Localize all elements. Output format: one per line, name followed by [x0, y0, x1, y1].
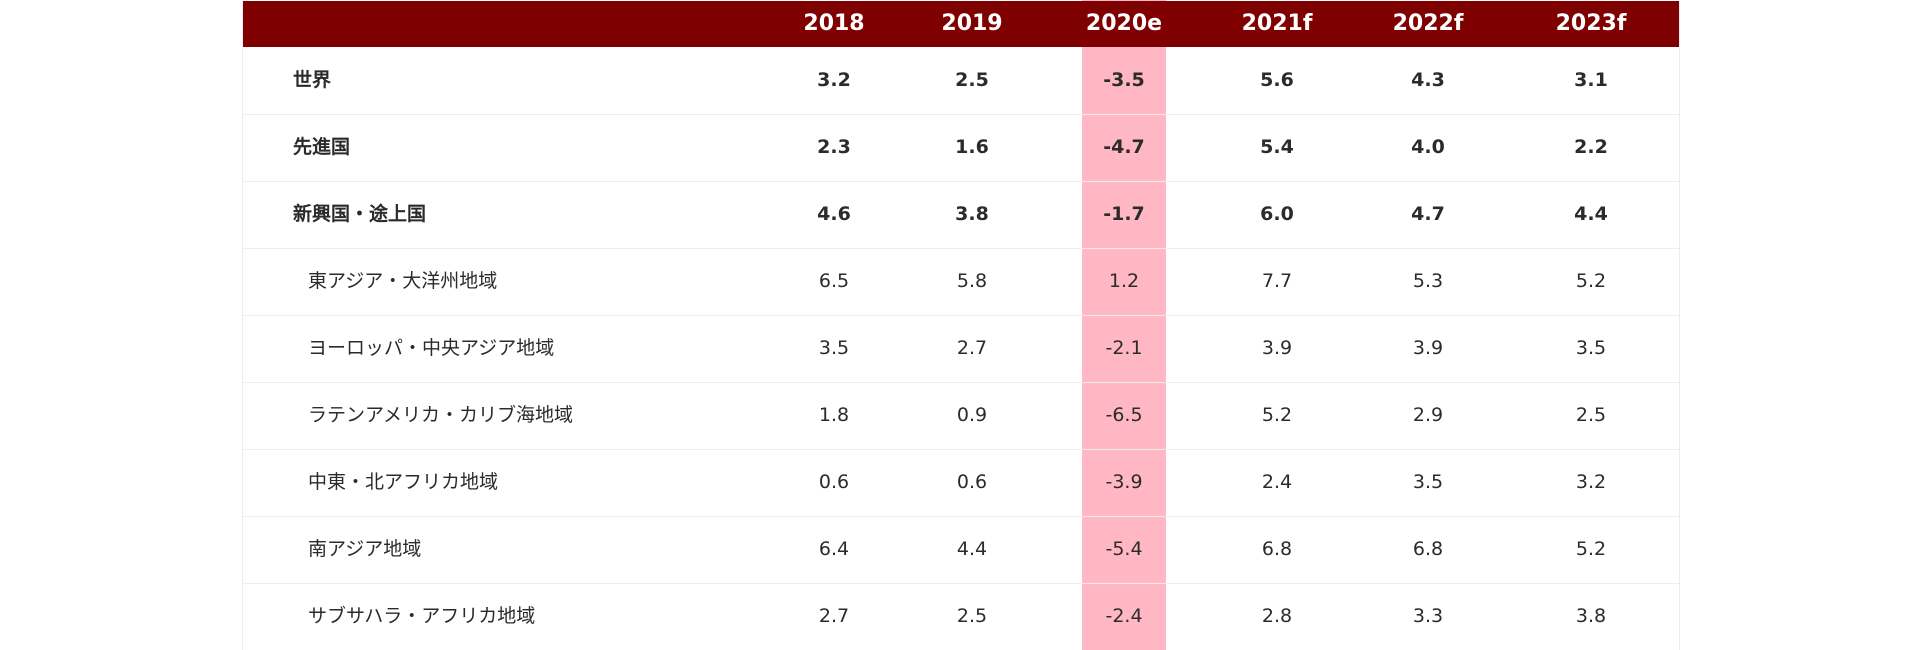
cell-2019: 2.7: [956, 337, 988, 359]
cell-2023f: 3.8: [1575, 605, 1607, 627]
cell-2022f: 6.8: [1412, 538, 1444, 560]
cell-2019: 4.4: [956, 538, 988, 560]
table-row: ヨーロッパ・中央アジア地域 3.5 2.7 -2.1 3.9 3.9 3.5: [243, 315, 1679, 383]
cell-2018: 3.5: [818, 337, 850, 359]
cell-2023f: 3.1: [1574, 69, 1608, 91]
cell-2019: 3.8: [955, 203, 989, 225]
cell-2022f: 3.9: [1412, 337, 1444, 359]
table-row: 世界 3.2 2.5 -3.5 5.6 4.3 3.1: [243, 47, 1679, 115]
cell-2018: 6.4: [818, 538, 850, 560]
cell-2023f: 3.2: [1575, 471, 1607, 493]
table-row: 東アジア・大洋州地域 6.5 5.8 1.2 7.7 5.3 5.2: [243, 248, 1679, 316]
cell-2019: 5.8: [956, 270, 988, 292]
growth-table: 2018 2019 2020e 2021f 2022f 2023f 世界 3.2…: [242, 0, 1680, 650]
row-label: 新興国・途上国: [293, 203, 427, 225]
column-header-2022f: 2022f: [1392, 11, 1464, 36]
cell-2021f: 5.2: [1261, 404, 1293, 426]
cell-2021f: 5.4: [1260, 136, 1294, 158]
cell-2023f: 5.2: [1575, 270, 1607, 292]
cell-2023f: 3.5: [1575, 337, 1607, 359]
column-header-2019: 2019: [941, 11, 1003, 36]
cell-2022f: 4.7: [1411, 203, 1445, 225]
cell-2021f: 6.8: [1261, 538, 1293, 560]
cell-2020e: -2.1: [1105, 337, 1143, 359]
table-row: サブサハラ・アフリカ地域 2.7 2.5 -2.4 2.8 3.3 3.8: [243, 583, 1679, 650]
row-label: 世界: [293, 69, 332, 91]
cell-2020e: -3.9: [1105, 471, 1143, 493]
column-header-2023f: 2023f: [1555, 11, 1627, 36]
cell-2019: 0.9: [956, 404, 988, 426]
cell-2019: 2.5: [956, 605, 988, 627]
table-row: 新興国・途上国 4.6 3.8 -1.7 6.0 4.7 4.4: [243, 181, 1679, 249]
highlight-column-2020e: [1082, 0, 1166, 650]
cell-2023f: 4.4: [1574, 203, 1608, 225]
table-row: 中東・北アフリカ地域 0.6 0.6 -3.9 2.4 3.5 3.2: [243, 449, 1679, 517]
cell-2021f: 2.8: [1261, 605, 1293, 627]
cell-2018: 1.8: [818, 404, 850, 426]
cell-2023f: 5.2: [1575, 538, 1607, 560]
table-row: 南アジア地域 6.4 4.4 -5.4 6.8 6.8 5.2: [243, 516, 1679, 584]
cell-2018: 2.3: [817, 136, 851, 158]
table-header-row: 2018 2019 2020e 2021f 2022f 2023f: [243, 1, 1679, 47]
cell-2023f: 2.5: [1575, 404, 1607, 426]
cell-2021f: 3.9: [1261, 337, 1293, 359]
cell-2021f: 5.6: [1260, 69, 1294, 91]
cell-2020e: -3.5: [1103, 69, 1145, 91]
table-row: ラテンアメリカ・カリブ海地域 1.8 0.9 -6.5 5.2 2.9 2.5: [243, 382, 1679, 450]
cell-2022f: 3.3: [1412, 605, 1444, 627]
table-row: 先進国 2.3 1.6 -4.7 5.4 4.0 2.2: [243, 114, 1679, 182]
cell-2020e: -1.7: [1103, 203, 1145, 225]
cell-2018: 4.6: [817, 203, 851, 225]
cell-2019: 1.6: [955, 136, 989, 158]
cell-2020e: -4.7: [1103, 136, 1145, 158]
cell-2022f: 4.0: [1411, 136, 1445, 158]
cell-2022f: 4.3: [1411, 69, 1445, 91]
row-label: 先進国: [293, 136, 351, 158]
row-label: 南アジア地域: [308, 538, 422, 560]
cell-2018: 3.2: [817, 69, 851, 91]
row-label: 東アジア・大洋州地域: [308, 270, 498, 292]
cell-2019: 0.6: [956, 471, 988, 493]
row-label: ヨーロッパ・中央アジア地域: [308, 337, 555, 359]
cell-2019: 2.5: [955, 69, 989, 91]
cell-2021f: 6.0: [1260, 203, 1294, 225]
cell-2018: 2.7: [818, 605, 850, 627]
column-header-2020e: 2020e: [1085, 11, 1163, 36]
row-label: ラテンアメリカ・カリブ海地域: [308, 404, 574, 426]
row-label: 中東・北アフリカ地域: [308, 471, 499, 493]
cell-2022f: 2.9: [1412, 404, 1444, 426]
cell-2020e: 1.2: [1108, 270, 1140, 292]
column-header-2018: 2018: [803, 11, 865, 36]
cell-2020e: -6.5: [1105, 404, 1143, 426]
cell-2020e: -5.4: [1105, 538, 1143, 560]
cell-2021f: 7.7: [1261, 270, 1293, 292]
cell-2018: 0.6: [818, 471, 850, 493]
row-label: サブサハラ・アフリカ地域: [308, 605, 536, 627]
column-header-2021f: 2021f: [1241, 11, 1313, 36]
cell-2022f: 3.5: [1412, 471, 1444, 493]
cell-2020e: -2.4: [1105, 605, 1143, 627]
cell-2021f: 2.4: [1261, 471, 1293, 493]
cell-2018: 6.5: [818, 270, 850, 292]
cell-2022f: 5.3: [1412, 270, 1444, 292]
cell-2023f: 2.2: [1574, 136, 1608, 158]
